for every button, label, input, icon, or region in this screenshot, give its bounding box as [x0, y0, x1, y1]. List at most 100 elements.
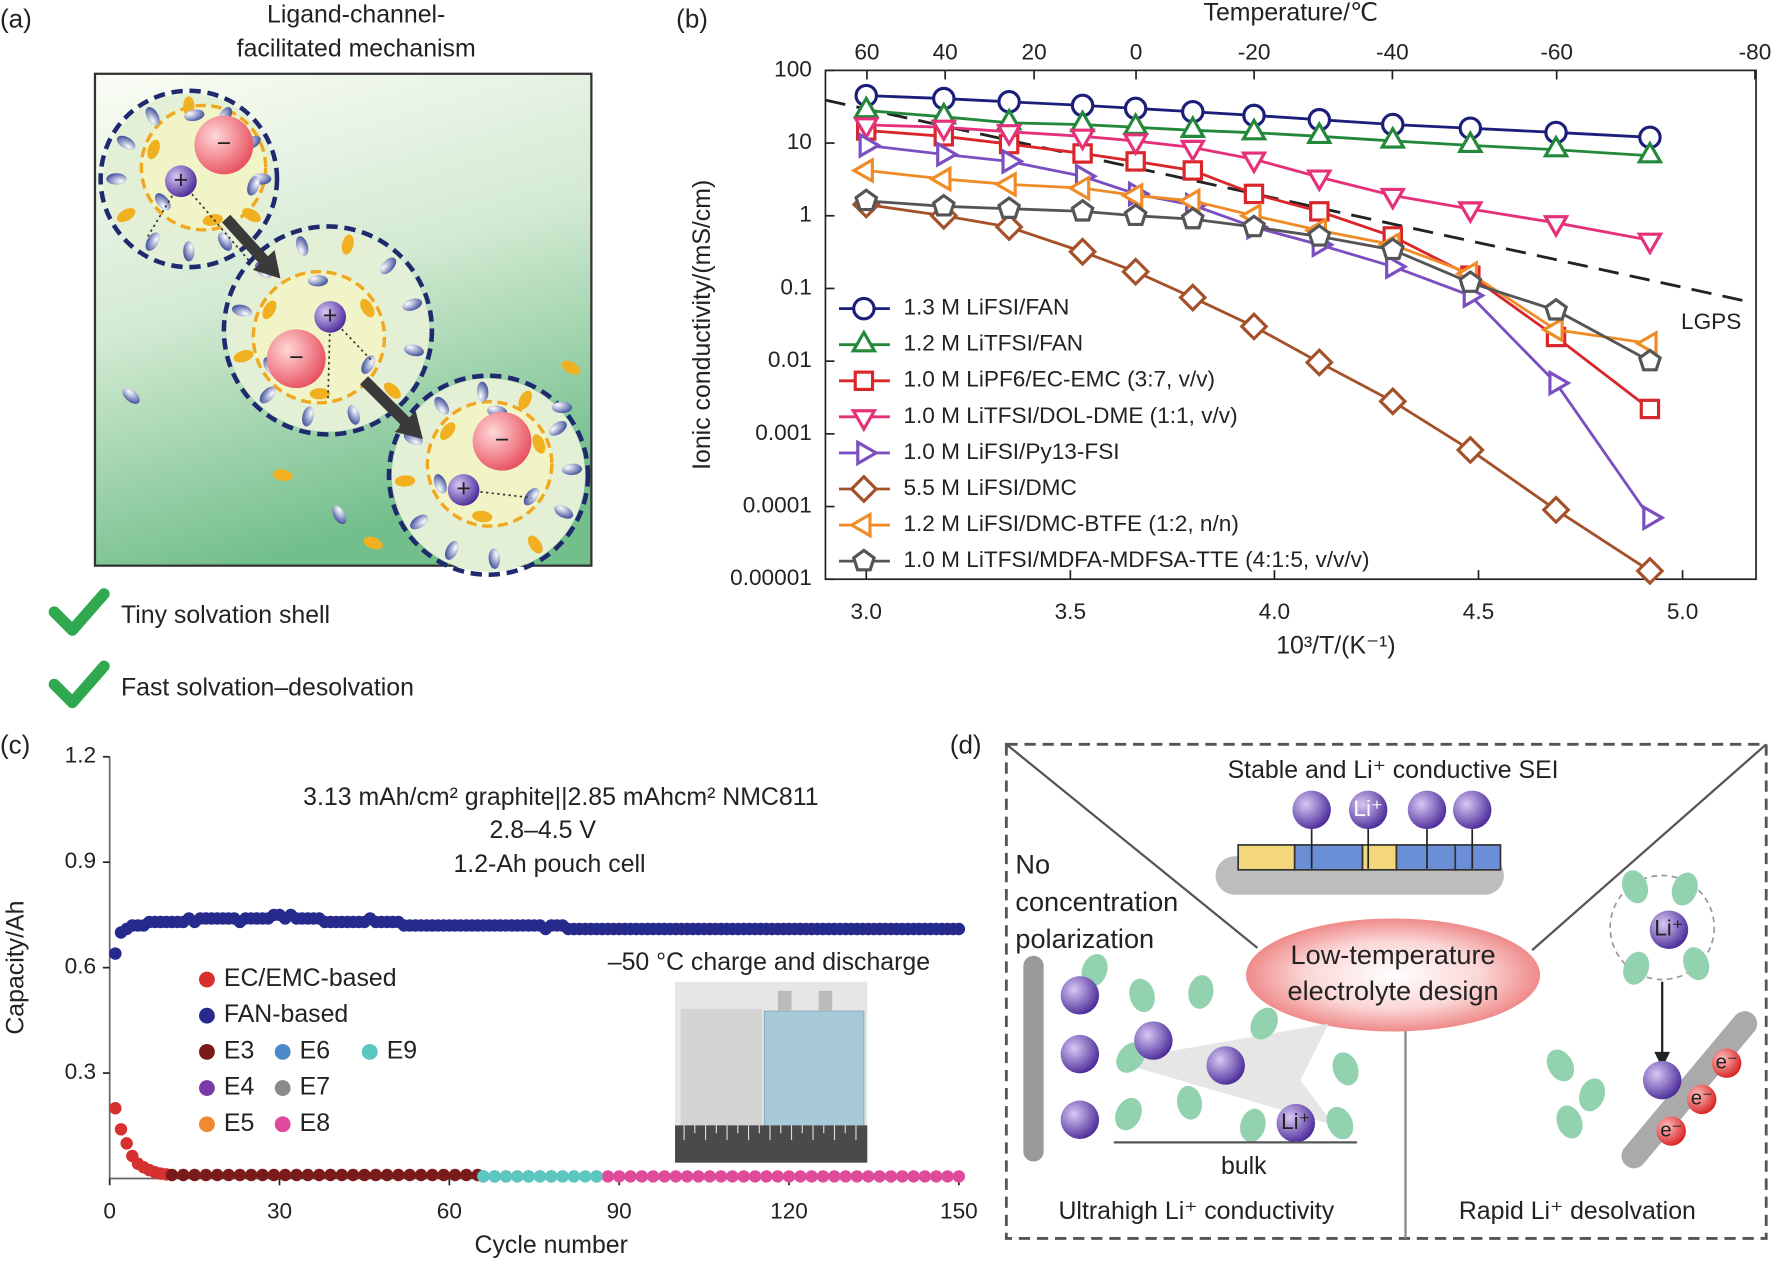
data-point	[533, 1170, 547, 1183]
data-point	[896, 1170, 909, 1183]
data-point	[828, 1170, 841, 1183]
ligand	[561, 360, 581, 375]
li-ion	[1642, 1060, 1682, 1100]
solvent	[1188, 975, 1214, 1009]
x2-tick-label: 20	[1022, 39, 1047, 64]
center-text: electrolyte design	[1288, 975, 1499, 1006]
ligand	[122, 388, 140, 404]
data-point	[1385, 253, 1409, 280]
ligand	[242, 208, 261, 223]
data-point	[414, 1168, 428, 1182]
data-point	[1069, 128, 1096, 152]
cation-sign: +	[174, 166, 189, 194]
legend-label: FAN-based	[224, 1000, 348, 1028]
ligand	[445, 540, 459, 560]
ruler	[675, 1125, 868, 1163]
data-point	[499, 1170, 513, 1183]
ligand	[523, 487, 540, 506]
data-point	[120, 1137, 133, 1150]
data-point	[437, 1168, 450, 1182]
cation-sign: +	[456, 474, 471, 502]
check-mark	[48, 660, 110, 709]
series-line	[866, 143, 1652, 519]
cation	[165, 165, 197, 198]
data-point	[114, 1123, 128, 1136]
data-point	[1121, 257, 1151, 287]
ligand	[302, 406, 315, 427]
data-point	[1636, 232, 1664, 256]
legend-marker	[274, 1043, 291, 1060]
data-point	[233, 1168, 247, 1182]
tab	[777, 990, 792, 1012]
ligand	[518, 390, 532, 410]
anion-sign: −	[495, 426, 510, 454]
legend-marker	[848, 511, 872, 539]
y-tick-label: 0.6	[65, 954, 96, 979]
x-tick-label: 60	[437, 1198, 462, 1223]
ligand	[347, 404, 360, 425]
ligand	[295, 236, 309, 256]
legend-label: E7	[300, 1073, 330, 1101]
solvation-sheath	[98, 88, 280, 270]
ligand	[231, 304, 252, 317]
data-point	[109, 947, 122, 960]
data-point	[1069, 109, 1096, 133]
y-tick-label: 0.01	[768, 347, 812, 372]
legend-marker	[274, 1116, 291, 1133]
legend-label: E8	[300, 1109, 330, 1137]
ligand	[561, 463, 583, 476]
panel-label: (b)	[676, 4, 708, 34]
check-text: Fast solvation–desolvation	[121, 673, 414, 701]
ligand	[402, 298, 423, 311]
data-point	[346, 1168, 360, 1182]
anion	[472, 411, 532, 471]
data-point	[244, 1168, 258, 1182]
data-point	[1379, 187, 1407, 211]
data-point	[726, 1170, 739, 1183]
x2-tick-label: -80	[1739, 39, 1772, 64]
data-point	[188, 1168, 201, 1182]
reference-label: LGPS	[1681, 309, 1741, 334]
ligand	[476, 381, 489, 402]
data-point	[936, 141, 960, 168]
data-point	[748, 1170, 762, 1183]
data-point	[312, 1168, 326, 1182]
legend-marker	[856, 439, 880, 467]
data-point	[590, 1170, 603, 1183]
x-tick-label: 90	[607, 1198, 632, 1223]
data-point	[477, 1170, 490, 1183]
li-ion	[1060, 1034, 1100, 1074]
data-point	[380, 1168, 394, 1182]
ligand	[554, 505, 574, 519]
arrow	[360, 376, 423, 440]
check-text: Tiny solvation shell	[121, 601, 330, 629]
data-point	[522, 1170, 535, 1183]
anion-sign: −	[217, 130, 232, 158]
coordination	[180, 180, 250, 261]
note-text: concentration	[1015, 886, 1178, 917]
annotation: 2.8–4.5 V	[490, 816, 597, 844]
panel-label: (a)	[0, 4, 32, 34]
design-ellipse	[1246, 918, 1541, 1032]
data-point	[301, 1168, 315, 1182]
li-label: Li⁺	[1353, 796, 1383, 821]
data-point	[1305, 120, 1333, 144]
x2-tick-label: -60	[1540, 39, 1573, 64]
li-ion	[1292, 790, 1331, 830]
data-point	[426, 1168, 439, 1182]
y-tick-label: 0.1	[780, 274, 811, 299]
ligand	[145, 232, 160, 251]
anion	[194, 115, 254, 175]
legend-label: 1.3 M LiFSI/FAN	[903, 295, 1069, 320]
data-point	[1240, 117, 1268, 141]
li-ion	[1060, 976, 1100, 1015]
li-ion	[1407, 790, 1447, 830]
data-point	[579, 1170, 592, 1183]
data-point	[1458, 270, 1483, 293]
legend-label: 1.0 M LiFSI/Py13-FSI	[903, 439, 1119, 464]
data-point	[816, 1170, 830, 1183]
solvent	[1622, 870, 1649, 904]
legend-label: E5	[224, 1109, 254, 1137]
e-label: e⁻	[1660, 1119, 1682, 1141]
data-point	[1636, 140, 1664, 164]
